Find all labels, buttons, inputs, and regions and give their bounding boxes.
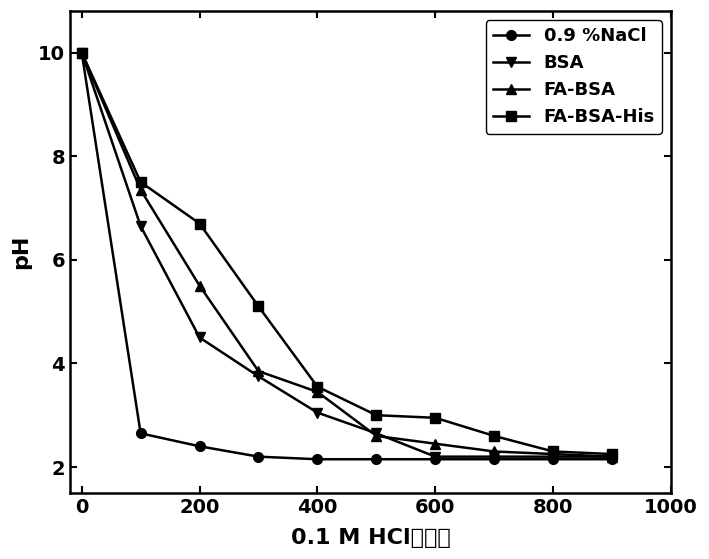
FA-BSA-His bbox=[490, 433, 498, 439]
FA-BSA bbox=[195, 282, 203, 289]
FA-BSA bbox=[431, 440, 440, 447]
BSA bbox=[77, 49, 86, 56]
0.9 %NaCl bbox=[77, 49, 86, 56]
X-axis label: 0.1 M HCl的体积: 0.1 M HCl的体积 bbox=[291, 528, 450, 548]
0.9 %NaCl bbox=[195, 443, 203, 449]
FA-BSA-His bbox=[313, 383, 322, 390]
0.9 %NaCl bbox=[549, 456, 557, 463]
FA-BSA-His bbox=[195, 220, 203, 227]
FA-BSA bbox=[255, 368, 263, 375]
FA-BSA-His bbox=[549, 448, 557, 455]
FA-BSA bbox=[372, 433, 381, 439]
FA-BSA-His bbox=[255, 303, 263, 310]
FA-BSA bbox=[136, 187, 145, 193]
BSA bbox=[313, 409, 322, 416]
FA-BSA-His bbox=[431, 414, 440, 421]
0.9 %NaCl bbox=[372, 456, 381, 463]
FA-BSA bbox=[549, 451, 557, 457]
FA-BSA-His bbox=[77, 49, 86, 56]
FA-BSA bbox=[608, 453, 616, 460]
BSA bbox=[431, 453, 440, 460]
0.9 %NaCl bbox=[255, 453, 263, 460]
0.9 %NaCl bbox=[608, 456, 616, 463]
0.9 %NaCl bbox=[313, 456, 322, 463]
BSA bbox=[372, 430, 381, 437]
BSA bbox=[136, 222, 145, 229]
FA-BSA bbox=[313, 389, 322, 395]
BSA bbox=[549, 453, 557, 460]
FA-BSA-His bbox=[608, 451, 616, 457]
0.9 %NaCl bbox=[431, 456, 440, 463]
FA-BSA-His bbox=[372, 412, 381, 419]
Line: FA-BSA: FA-BSA bbox=[77, 48, 617, 462]
FA-BSA-His bbox=[136, 179, 145, 186]
FA-BSA bbox=[77, 49, 86, 56]
BSA bbox=[608, 453, 616, 460]
0.9 %NaCl bbox=[136, 430, 145, 437]
Line: BSA: BSA bbox=[77, 48, 617, 462]
Y-axis label: pH: pH bbox=[11, 235, 31, 269]
BSA bbox=[490, 453, 498, 460]
Legend: 0.9 %NaCl, BSA, FA-BSA, FA-BSA-His: 0.9 %NaCl, BSA, FA-BSA, FA-BSA-His bbox=[486, 20, 662, 134]
0.9 %NaCl bbox=[490, 456, 498, 463]
FA-BSA bbox=[490, 448, 498, 455]
BSA bbox=[255, 373, 263, 380]
Line: 0.9 %NaCl: 0.9 %NaCl bbox=[77, 48, 617, 464]
Line: FA-BSA-His: FA-BSA-His bbox=[77, 48, 617, 459]
BSA bbox=[195, 334, 203, 341]
